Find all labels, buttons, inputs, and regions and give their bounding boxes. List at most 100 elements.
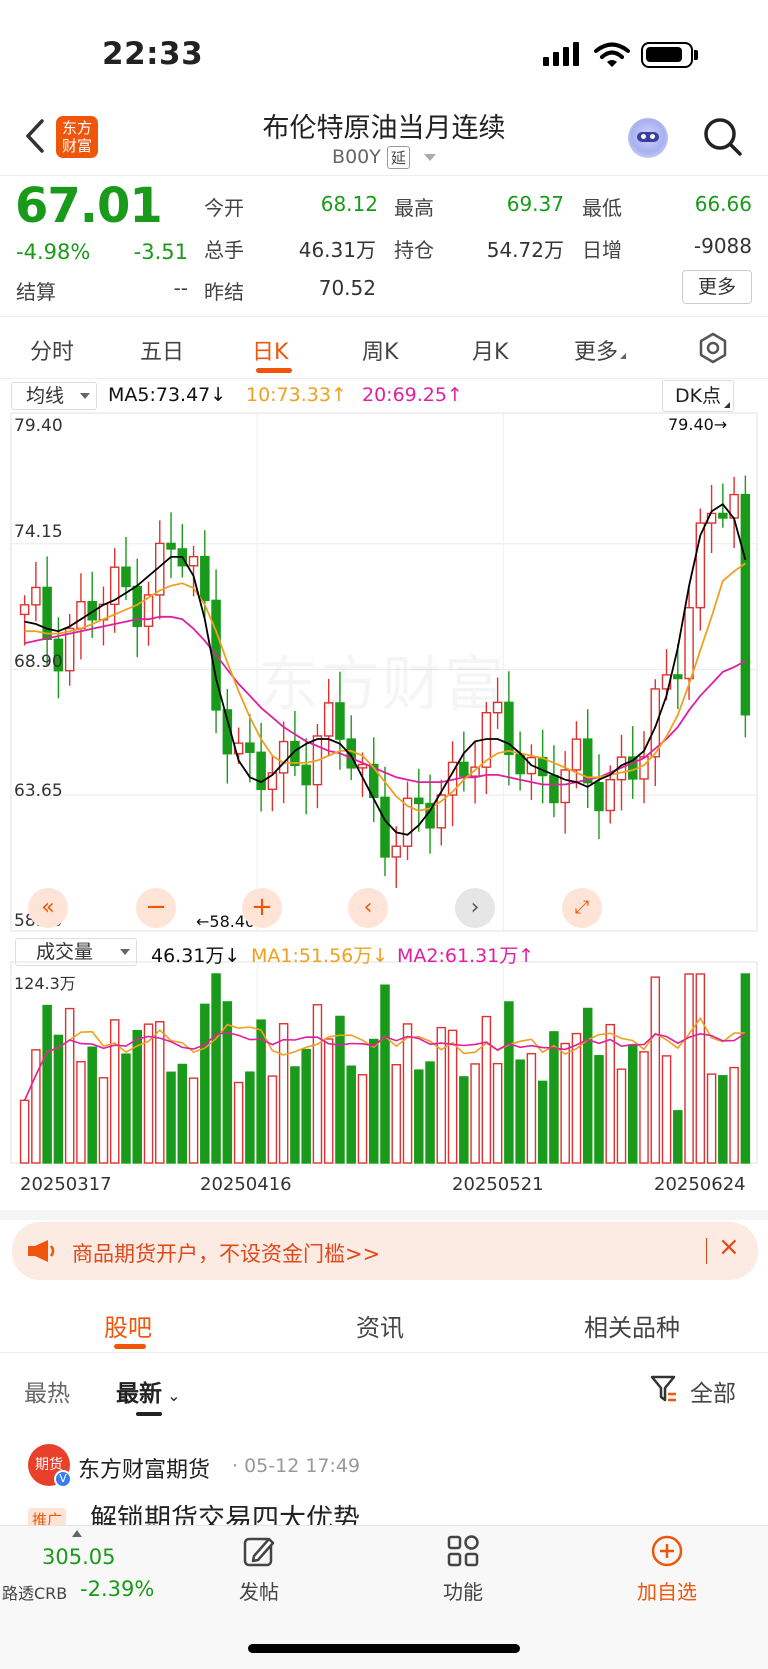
candle-up — [19, 604, 30, 616]
post-time: · 05-12 17:49 — [232, 1455, 361, 1477]
page-title: 布伦特原油当月连续 — [262, 113, 506, 144]
change-percent: -4.98% — [16, 240, 91, 264]
candle-down — [549, 774, 559, 804]
y-tick-4: 63.65 — [14, 781, 63, 801]
volume-bar-down — [87, 1046, 97, 1164]
tab-monthly-k[interactable]: 月K — [472, 340, 509, 365]
volume-bar-down — [200, 1003, 210, 1164]
zoom-out-button[interactable]: − — [136, 888, 176, 928]
volume-bar-up — [706, 1073, 717, 1164]
tab-related[interactable]: 相关品种 — [584, 1314, 680, 1342]
filter-icon[interactable] — [650, 1374, 678, 1404]
contract-code[interactable]: B00Y 延 — [0, 146, 768, 169]
filter-all[interactable]: 全部 — [690, 1381, 736, 1407]
volume-bar-down — [245, 1071, 255, 1164]
volume-bar-up — [323, 1038, 334, 1164]
scroll-right-button[interactable]: › — [455, 888, 495, 928]
high-label: 最高 — [394, 196, 434, 220]
tab-weekly-k[interactable]: 周K — [362, 340, 399, 365]
volume-bar-down — [414, 1069, 424, 1164]
post-title[interactable]: 解锁期货交易四大优势 — [90, 1504, 360, 1526]
volume-bar-down — [718, 1075, 728, 1164]
volume-bar-down — [335, 1015, 345, 1164]
candle-up — [188, 555, 199, 567]
candle-up — [109, 566, 120, 606]
tab-forum[interactable]: 股吧 — [104, 1314, 152, 1342]
dk-label: DK点 — [674, 385, 722, 407]
fullscreen-button[interactable]: ⤢ — [562, 888, 602, 928]
volume-bar-up — [98, 1077, 109, 1164]
zoom-in-button[interactable]: + — [242, 888, 282, 928]
volume-bar-up — [357, 1074, 368, 1164]
tab-more-periods[interactable]: 更多 — [574, 334, 627, 366]
close-icon[interactable]: × — [718, 1232, 740, 1262]
price-panel-frame — [10, 412, 758, 932]
corner-triangle-icon — [620, 353, 627, 359]
candle-down — [290, 740, 300, 767]
volume-bar-up — [571, 1032, 582, 1164]
volume-bar-up — [188, 1077, 199, 1164]
tab-news[interactable]: 资讯 — [356, 1314, 404, 1342]
candle-up — [605, 778, 615, 812]
settings-gear-icon[interactable] — [697, 332, 729, 364]
search-icon[interactable] — [702, 116, 744, 158]
x-date-3: 20250521 — [452, 1174, 544, 1195]
ma5-line — [24, 502, 747, 836]
candle-down — [718, 512, 728, 519]
candle-up — [571, 738, 582, 771]
add-watchlist-button[interactable]: 加自选 — [637, 1580, 697, 1604]
volume-ma1: MA1:51.56万↓ — [251, 945, 389, 967]
volume-bar-up — [729, 1066, 739, 1164]
candle-down — [459, 761, 469, 777]
tab-more-label: 更多 — [574, 340, 619, 365]
post-button[interactable]: 发帖 — [239, 1580, 279, 1604]
rewind-button[interactable]: « — [28, 888, 68, 928]
tab-daily-k[interactable]: 日K — [252, 340, 289, 365]
volume-bar-down — [459, 1076, 469, 1164]
ma20-value: 20:69.25↑ — [362, 384, 463, 406]
candle-down — [166, 542, 176, 550]
volume-bar-down — [346, 1065, 356, 1164]
megaphone-icon — [28, 1240, 55, 1262]
dk-points-button[interactable]: DK点 — [662, 380, 734, 412]
volume-bar-up — [470, 1063, 480, 1164]
volume-selector[interactable]: 成交量 — [15, 938, 137, 966]
post-author[interactable]: 东方财富期货 — [78, 1458, 211, 1483]
scroll-left-button[interactable]: ‹ — [348, 888, 388, 928]
x-date-4: 20250624 — [654, 1174, 746, 1195]
x-date-1: 20250317 — [20, 1174, 112, 1195]
low-value: 66.66 — [694, 192, 752, 216]
ma-selector[interactable]: 均线 — [11, 382, 97, 410]
candle-up — [470, 766, 480, 777]
index-value[interactable]: 305.05 — [42, 1545, 116, 1569]
more-button[interactable]: 更多 — [682, 270, 752, 304]
volume-bar-down — [166, 1071, 176, 1164]
active-section-indicator — [114, 1344, 146, 1349]
volume-bar-down — [53, 1034, 64, 1164]
volume-ma2: MA2:61.31万↑ — [397, 945, 535, 967]
battery-icon — [641, 42, 693, 68]
robot-assistant-icon[interactable] — [628, 118, 668, 158]
volume-bar-up — [312, 1004, 323, 1164]
promo-text[interactable]: 商品期货开户，不设资金门槛>> — [72, 1242, 381, 1266]
promo-banner[interactable] — [12, 1222, 758, 1280]
candle-up — [357, 763, 368, 769]
wifi-icon — [594, 42, 630, 67]
volume-max-label: 124.3万 — [14, 974, 76, 993]
candle-up — [695, 522, 706, 609]
back-icon[interactable] — [24, 118, 46, 154]
ma5-value: MA5:73.47↓ — [108, 384, 227, 406]
tab-five-day[interactable]: 五日 — [140, 340, 185, 365]
volume-bar-down — [504, 1001, 514, 1164]
logo-text: 东方财富 — [61, 119, 92, 155]
tab-intraday[interactable]: 分时 — [30, 340, 75, 365]
chevron-down-icon — [423, 154, 436, 161]
y-tick-max: 79.40 — [14, 416, 63, 436]
candle-down — [537, 756, 548, 777]
function-button[interactable]: 功能 — [443, 1580, 483, 1604]
filter-latest[interactable]: 最新 ⌄ — [116, 1374, 181, 1408]
candle-down — [594, 781, 604, 812]
filter-hot[interactable]: 最热 — [24, 1381, 70, 1407]
settle-label: 结算 — [16, 280, 56, 304]
